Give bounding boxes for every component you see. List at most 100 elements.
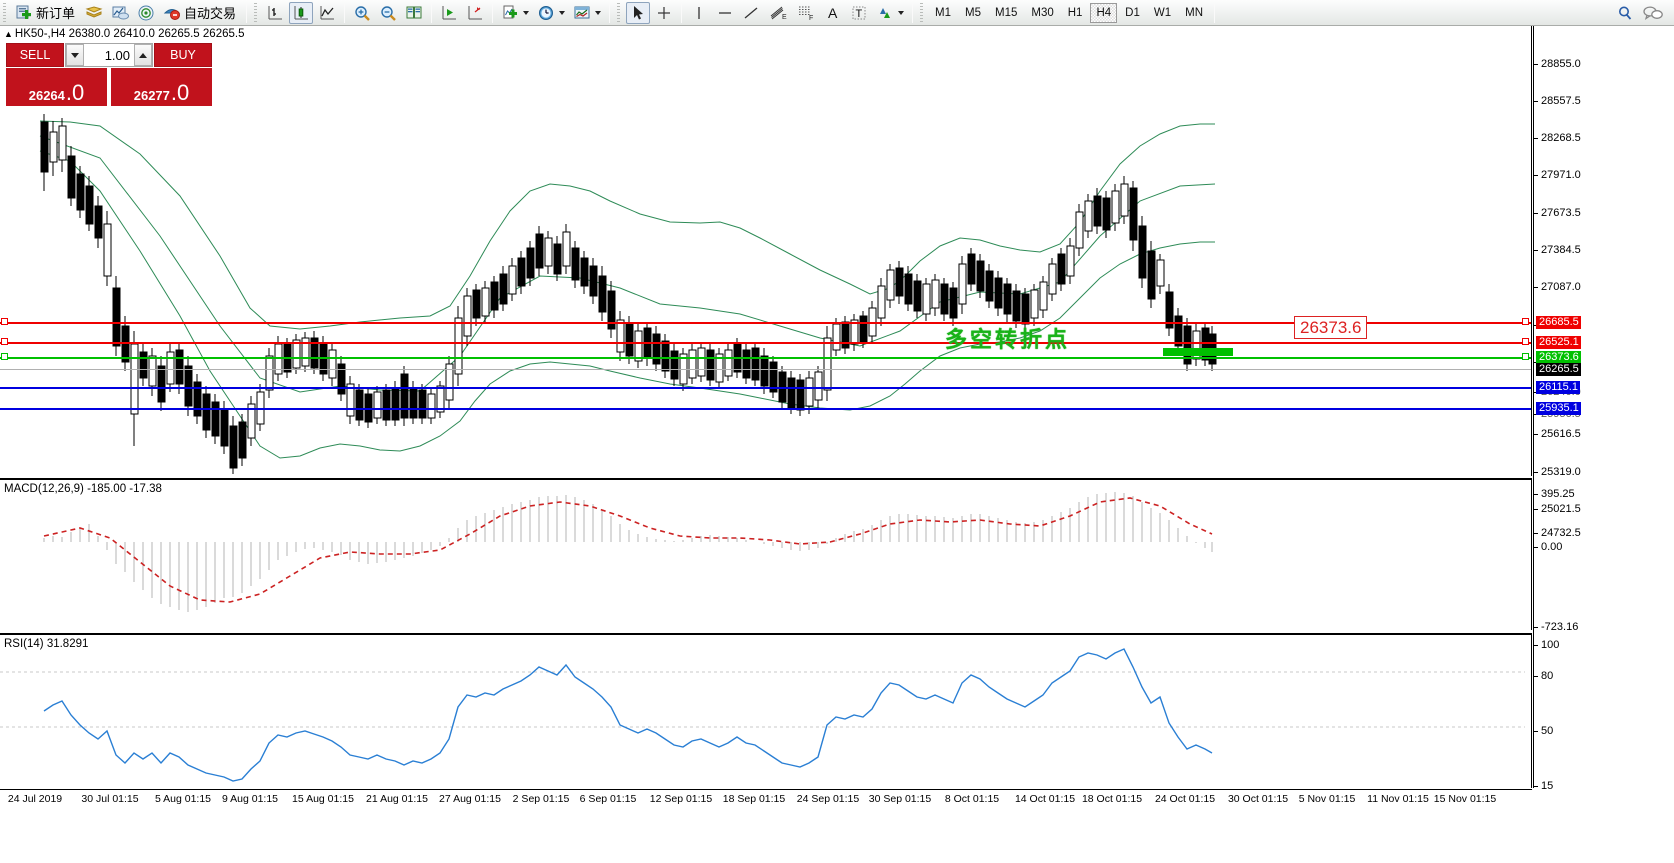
toolbar-separator-7: [912, 2, 914, 23]
chart-area[interactable]: ▲ HK50-,H4 26380.0 26410.0 26265.5 26265.…: [0, 26, 1674, 863]
buy-price-display[interactable]: 26277 .0: [111, 68, 212, 106]
hline-support-lower[interactable]: [0, 408, 1532, 410]
chat-button[interactable]: [1639, 2, 1667, 24]
line-chart-button[interactable]: [315, 2, 339, 24]
price-badge-support-upper[interactable]: 26115.1: [1536, 381, 1580, 394]
sell-price-display[interactable]: 26264 .0: [6, 68, 107, 106]
toolbar-grip[interactable]: [1, 2, 9, 23]
equidistant-channel-button[interactable]: E: [765, 2, 791, 24]
hline-handle-resistance-upper-right[interactable]: [1522, 318, 1529, 325]
volume-input[interactable]: 1.00: [104, 47, 130, 63]
time-scale[interactable]: 24 Jul 2019 30 Jul 01:15 5 Aug 01:15 9 A…: [0, 789, 1532, 811]
price-scale[interactable]: 28855.0 28557.5 28268.5 27971.0 27673.5 …: [1533, 26, 1674, 792]
publish-chart-button[interactable]: [108, 2, 132, 24]
toolbar-grip-3[interactable]: [615, 2, 624, 23]
indicators-button[interactable]: [498, 2, 532, 24]
timeframe-h1[interactable]: H1: [1067, 6, 1083, 19]
objects-button[interactable]: [873, 2, 907, 24]
timeframe-m5[interactable]: M5: [965, 6, 981, 19]
svg-text:T: T: [856, 8, 863, 20]
turning-point-annotation[interactable]: 多空转折点: [945, 328, 1071, 353]
rsi-pane[interactable]: RSI(14) 31.8291: [0, 633, 1532, 788]
timeframe-mn[interactable]: MN: [1185, 6, 1203, 19]
buy-button[interactable]: BUY: [154, 43, 212, 67]
signals-button[interactable]: [134, 2, 158, 24]
price-badge-current[interactable]: 26265.5: [1536, 363, 1581, 376]
data-window-button[interactable]: [402, 2, 426, 24]
crosshair-button[interactable]: [652, 2, 676, 24]
timeframe-d1[interactable]: D1: [1125, 6, 1140, 19]
text-button[interactable]: A: [821, 2, 845, 24]
hline-resistance-upper[interactable]: [0, 322, 1532, 324]
time-label: 21 Aug 01:15: [366, 793, 428, 805]
time-label: 5 Nov 01:15: [1298, 793, 1356, 805]
text-icon: A: [828, 5, 838, 21]
macd-tick-label: -723.16: [1541, 621, 1579, 633]
price-badge-support-lower[interactable]: 25935.1: [1536, 402, 1581, 415]
hline-handle-resistance-lower[interactable]: [1, 338, 8, 345]
hline-handle-resistance-lower-right[interactable]: [1522, 338, 1529, 345]
buy-price-decimal: .0: [170, 80, 190, 105]
timeframe-m1[interactable]: M1: [935, 6, 952, 19]
vertical-line-button[interactable]: [687, 2, 711, 24]
price-tick-label: 25021.5: [1541, 503, 1581, 515]
price-pane[interactable]: ▲ HK50-,H4 26380.0 26410.0 26265.5 26265.…: [0, 26, 1532, 476]
timeframe-m15[interactable]: M15: [995, 6, 1018, 19]
price-badge-resistance-upper[interactable]: 26685.5: [1536, 316, 1581, 329]
price-tag-label[interactable]: 26373.6: [1294, 316, 1368, 339]
one-click-trade-panel[interactable]: SELL 1.00 BUY 26264 .0: [6, 43, 212, 106]
chevron-down-icon-4[interactable]: [898, 10, 905, 15]
timeframe-m30[interactable]: M30: [1031, 6, 1054, 19]
bar-chart-button[interactable]: [263, 2, 287, 24]
toolbar-separator-2: [344, 2, 346, 23]
horizontal-line-button[interactable]: [713, 2, 737, 24]
autotrade-button[interactable]: 自动交易: [160, 2, 241, 24]
journal-button[interactable]: [82, 2, 106, 24]
collapse-triangle-icon[interactable]: ▲: [4, 29, 13, 39]
zoom-out-button[interactable]: [376, 2, 400, 24]
chevron-down-icon[interactable]: [523, 10, 530, 15]
sell-button[interactable]: SELL: [6, 43, 64, 67]
volume-stepper[interactable]: 1.00: [65, 43, 153, 67]
volume-decrease-button[interactable]: [66, 44, 84, 66]
macd-pane[interactable]: MACD(12,26,9) -185.00 -17.38: [0, 478, 1532, 630]
line-chart-icon: [320, 5, 335, 19]
period-button[interactable]: [534, 2, 568, 24]
zoom-in-icon: [355, 5, 370, 21]
price-badge-pivot[interactable]: 26373.6: [1536, 351, 1581, 364]
find-button[interactable]: [1613, 2, 1637, 24]
chat-icon: [1643, 5, 1663, 20]
hline-support-upper[interactable]: [0, 387, 1532, 389]
chevron-down-icon-3[interactable]: [595, 10, 602, 15]
zoom-in-button[interactable]: [350, 2, 374, 24]
chevron-down-icon-2[interactable]: [559, 10, 566, 15]
trend-line-button[interactable]: [739, 2, 763, 24]
toolbar-grip-4[interactable]: [918, 2, 927, 23]
auto-scroll-button[interactable]: [437, 2, 461, 24]
cursor-button[interactable]: [626, 1, 651, 24]
macd-pane-right-border: [1531, 480, 1532, 630]
price-badge-resistance-lower[interactable]: 26525.1: [1536, 336, 1581, 349]
zoom-out-icon: [381, 5, 396, 21]
timeframe-h4[interactable]: H4: [1090, 2, 1118, 23]
rsi-tick-label: 15: [1541, 780, 1554, 792]
hline-resistance-lower[interactable]: [0, 342, 1532, 344]
hline-handle-pivot-green[interactable]: [1, 353, 8, 360]
fibonacci-button[interactable]: F: [793, 2, 819, 24]
text-label-button[interactable]: T: [847, 2, 871, 24]
candle-chart-button[interactable]: [289, 1, 314, 24]
hline-handle-pivot-green-right[interactable]: [1522, 353, 1529, 360]
new-order-button[interactable]: 新订单: [12, 2, 80, 24]
macd-tick: 395.25: [1534, 488, 1575, 500]
time-label: 30 Oct 01:15: [1227, 793, 1289, 805]
templates-button[interactable]: [570, 2, 604, 24]
hline-handle-resistance-upper[interactable]: [1, 318, 8, 325]
hline-pivot-green[interactable]: [0, 357, 1532, 359]
rsi-tick: 50: [1534, 725, 1553, 737]
timeframe-w1[interactable]: W1: [1153, 6, 1172, 19]
toolbar-grip-2[interactable]: [252, 2, 261, 23]
rsi-tick-label: 50: [1541, 725, 1554, 737]
pivot-zone-highlight: [1163, 348, 1233, 356]
chart-shift-button[interactable]: [463, 2, 487, 24]
volume-increase-button[interactable]: [134, 44, 152, 66]
